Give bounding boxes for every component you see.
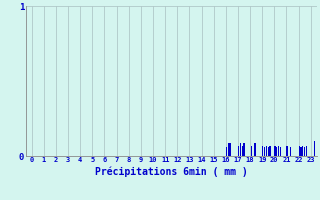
Bar [314,141,315,156]
Bar [276,147,277,156]
Bar [264,147,265,156]
Bar [299,146,300,156]
Bar [290,147,291,156]
Bar [251,146,252,156]
Bar [286,146,288,156]
Bar [274,146,276,156]
Bar [280,147,281,156]
Bar [300,147,302,156]
X-axis label: Précipitations 6min ( mm ): Précipitations 6min ( mm ) [95,166,248,177]
Bar [229,142,231,156]
Bar [304,147,305,156]
Bar [266,146,267,156]
Bar [242,146,243,156]
Bar [238,146,239,156]
Bar [262,146,263,156]
Bar [226,147,227,156]
Bar [240,142,241,156]
Bar [306,146,307,156]
Bar [278,146,279,156]
Bar [254,142,256,156]
Bar [269,146,271,156]
Bar [228,142,229,156]
Bar [302,146,303,156]
Bar [268,147,269,156]
